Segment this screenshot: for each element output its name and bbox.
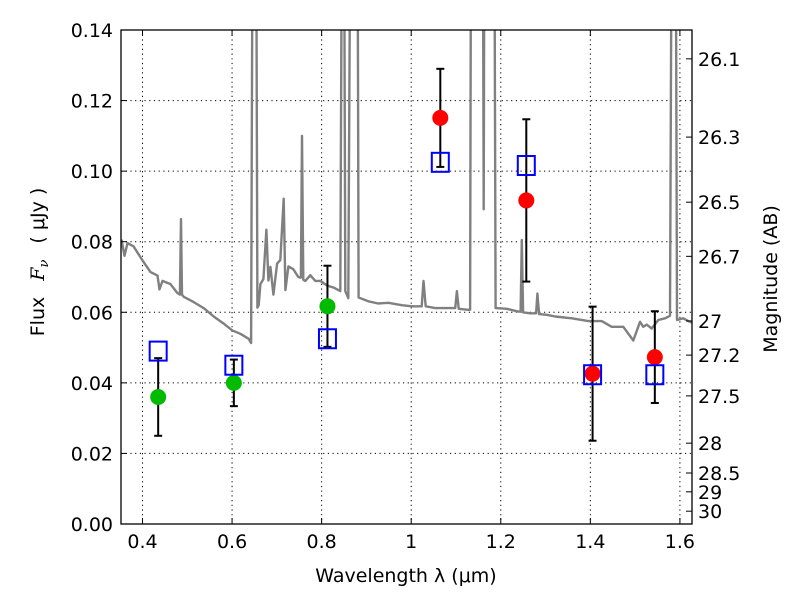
- marker-layer: [148, 109, 665, 405]
- x-tick-label: 0.6: [217, 531, 247, 553]
- y-axis-label-subscript: ν: [37, 260, 52, 268]
- data-point-circle: [646, 349, 663, 366]
- y-tick-label: 0.04: [71, 373, 113, 395]
- x-axis-label: Wavelength λ (μm): [315, 565, 496, 587]
- y2-tick-label: 26.1: [698, 49, 740, 71]
- y2-tick-label: 27.2: [698, 345, 740, 367]
- y-axis-label-symbol: F: [27, 267, 49, 282]
- y2-tick-label: 28: [698, 433, 722, 455]
- y-tick-label: 0.10: [71, 161, 113, 183]
- x-axis-label-text: Wavelength λ (μm): [315, 565, 496, 587]
- y2-axis-label: Magnitude (AB): [760, 205, 782, 353]
- y2-tick-label: 26.7: [698, 246, 740, 268]
- y-tick-label: 0.14: [71, 20, 113, 42]
- x-tick-label: 1.6: [665, 531, 695, 553]
- model-point-square: [317, 328, 337, 350]
- model-point-square: [516, 154, 536, 176]
- data-point-circle: [584, 365, 601, 382]
- y2-tick-label: 27.5: [698, 386, 740, 408]
- y2-tick-label: 26.5: [698, 192, 740, 214]
- x-tick-label: 1.2: [486, 531, 516, 553]
- y-axis-label: Flux Fν ( μJy ): [27, 188, 53, 337]
- data-point-circle: [225, 374, 242, 391]
- data-point-circle: [319, 298, 336, 315]
- y2-axis-label-text: Magnitude (AB): [760, 205, 782, 353]
- model-point-square: [645, 364, 665, 386]
- x-tick-label: 0.8: [307, 531, 337, 553]
- tick-labels: 0.4 0.6 0.8 1 1.2 1.4 1.6 0.00 0.02 0.04 0.06 0.08 0…: [71, 20, 741, 553]
- x-tick-label: 0.4: [127, 531, 157, 553]
- y2-tick-label: 30: [698, 501, 722, 523]
- spectrum-layer: [121, 30, 692, 345]
- data-point-circle: [150, 388, 167, 405]
- y-tick-label: 0.08: [71, 232, 113, 254]
- y2-tick-label: 27: [698, 311, 722, 333]
- y2-tick-label: 29: [698, 482, 722, 504]
- data-point-circle: [518, 192, 535, 209]
- x-tick-label: 1: [405, 531, 417, 553]
- y2-tick-label: 28.5: [698, 463, 740, 485]
- y-axis-label-unit: ( μJy ): [27, 188, 49, 244]
- data-point-circle: [432, 109, 449, 126]
- y-tick-label: 0.00: [71, 514, 113, 536]
- model-point-square: [224, 354, 244, 376]
- plot-frame: [120, 29, 693, 525]
- y-tick-label: 0.06: [71, 302, 113, 324]
- y-tick-label: 0.02: [71, 443, 113, 465]
- y-axis-label-prefix: Flux: [27, 297, 49, 337]
- model-point-square: [583, 364, 603, 386]
- spectrum-line: [121, 30, 692, 345]
- x-tick-label: 1.4: [575, 531, 605, 553]
- model-point-square: [430, 151, 450, 173]
- y2-tick-label: 26.3: [698, 127, 740, 149]
- y-tick-label: 0.12: [71, 91, 113, 113]
- model-point-square: [148, 340, 168, 362]
- ticks: [121, 29, 692, 525]
